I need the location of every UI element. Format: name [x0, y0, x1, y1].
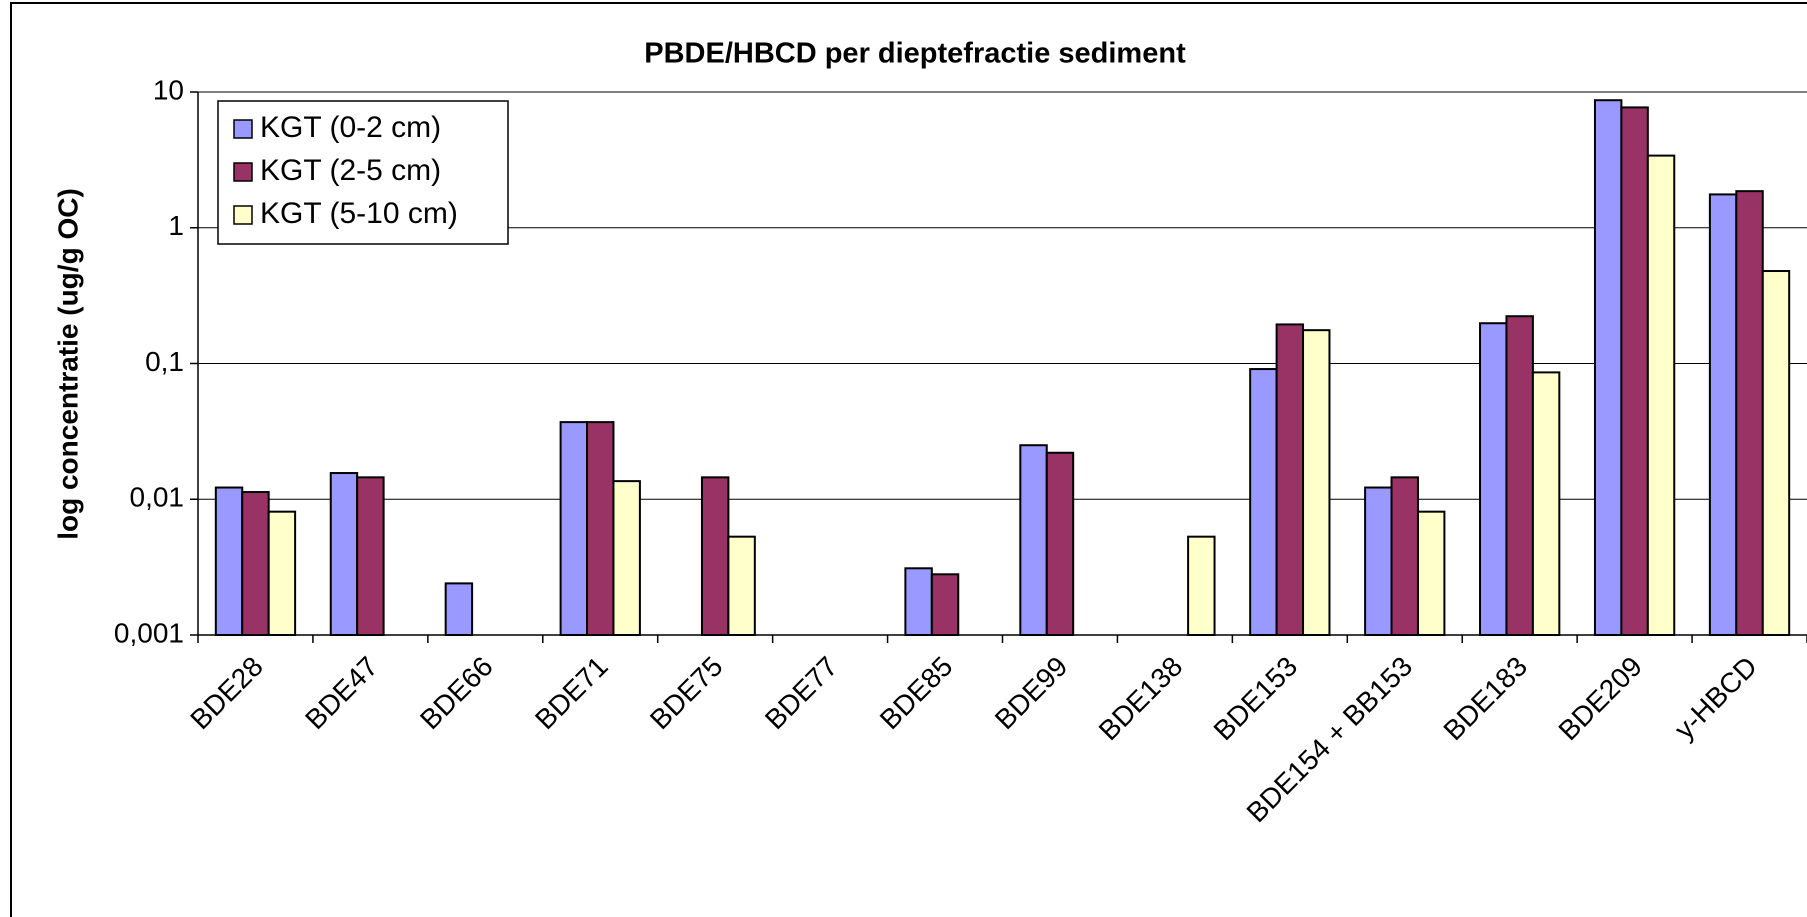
bar [1505, 315, 1534, 636]
bar [267, 510, 297, 636]
bar [444, 582, 474, 637]
bar [241, 491, 270, 636]
bar [586, 421, 615, 636]
y-tick-label: 10 [153, 74, 184, 105]
y-tick-label: 0,01 [130, 482, 185, 513]
bar [700, 476, 730, 636]
legend-swatch [233, 205, 253, 225]
bar [1249, 368, 1278, 636]
bar [1416, 510, 1446, 636]
legend-label: KGT (2-5 cm) [260, 154, 441, 187]
bar [356, 476, 385, 636]
legend-label: KGT (5-10 cm) [260, 197, 458, 230]
bar [1735, 190, 1764, 637]
y-tick-label: 1 [168, 210, 184, 241]
bar [904, 567, 933, 637]
bar [612, 480, 641, 637]
y-tick-label: 0,1 [145, 346, 184, 377]
y-tick-label: 0,001 [114, 617, 184, 648]
bar [1390, 476, 1419, 636]
bar [1302, 329, 1331, 636]
legend-swatch [233, 119, 253, 139]
legend-box [217, 100, 509, 245]
bar [1593, 99, 1623, 636]
bar [559, 421, 589, 636]
bar [1531, 371, 1561, 636]
bar [727, 535, 756, 637]
bar [930, 573, 960, 636]
y-axis-label: log concentratie (ug/g OC) [52, 188, 83, 540]
chart-title: PBDE/HBCD per dieptefractie sediment [644, 38, 1186, 70]
bar [1187, 535, 1216, 637]
bar [1045, 451, 1075, 636]
legend-label: KGT (0-2 cm) [260, 111, 441, 144]
legend-swatch [233, 162, 253, 182]
bar [214, 486, 244, 636]
bar [1275, 323, 1305, 636]
bar [1646, 154, 1676, 636]
bar [1620, 106, 1649, 637]
bar [1019, 444, 1048, 636]
bar [1761, 270, 1791, 636]
bar [1708, 193, 1738, 636]
bar [329, 472, 359, 636]
bar [1479, 322, 1508, 636]
bar [1364, 486, 1393, 636]
